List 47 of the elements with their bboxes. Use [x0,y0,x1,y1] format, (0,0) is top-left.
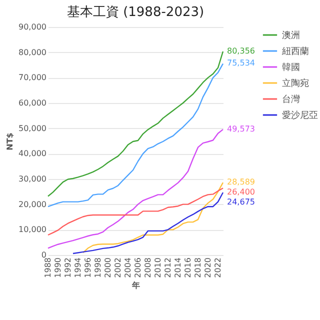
legend-label: 韓國 [282,62,300,73]
x-tick-label: 1992 [64,258,72,278]
x-tick-label: 2004 [124,258,132,278]
x-tick-label: 2000 [104,258,112,278]
x-tick-label: 2008 [144,258,152,278]
x-tick-label: 2010 [154,258,162,278]
data-label: 49,573 [227,124,255,134]
x-tick-label: 1998 [94,258,102,278]
line-series [82,182,224,254]
x-tick-label: 2018 [194,258,202,278]
legend-label: 台灣 [282,94,300,105]
x-tick-label: 1988 [44,258,52,278]
data-label: 75,534 [227,58,255,68]
legend-label: 澳洲 [282,30,300,41]
y-axis-title: NT$ [6,132,15,150]
y-tick-label: 30,000 [18,174,46,184]
x-tick-label: 2014 [174,258,182,278]
y-tick-label: 60,000 [18,98,46,108]
y-tick-label: 0 [41,250,46,260]
line-series [72,192,224,254]
data-label: 24,675 [227,198,255,207]
x-tick-label: 2020 [204,258,212,278]
data-label: 28,589 [227,178,255,187]
y-tick-label: 20,000 [18,200,46,209]
line-series [47,188,224,236]
data-label: 26,400 [227,188,255,197]
x-axis-title: 年 [131,280,140,290]
data-label: 80,356 [227,46,255,56]
line-series [47,128,224,249]
y-tick-label: 80,000 [18,48,46,57]
y-tick-label: 40,000 [18,149,46,158]
x-tick-label: 2022 [214,258,222,278]
legend-label: 紐西蘭 [281,46,309,57]
y-tick-label: 70,000 [18,73,46,82]
x-tick-label: 2012 [164,258,172,278]
legend-label: 愛沙尼亞 [282,110,318,121]
x-tick-label: 2006 [134,258,142,278]
x-tick-label: 1996 [84,258,92,278]
chart-title: 基本工資 (1988-2023) [66,5,204,20]
y-tick-label: 10,000 [18,225,46,234]
legend-label: 立陶宛 [282,78,309,89]
y-tick-label: 50,000 [18,124,46,133]
x-tick-label: 2002 [114,258,122,278]
y-tick-label: 90,000 [18,22,46,32]
x-tick-label: 2016 [184,258,192,278]
x-tick-label: 1994 [74,258,82,278]
x-tick-label: 1990 [54,258,62,278]
